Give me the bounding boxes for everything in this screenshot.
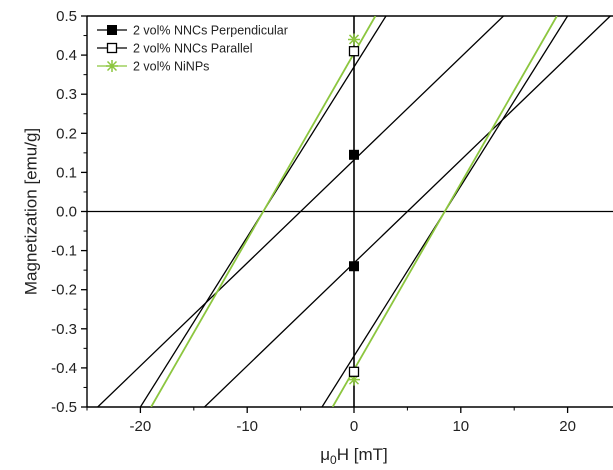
y-tick-label: 0.5 bbox=[56, 8, 77, 25]
y-axis-title: Magnetization [emu/g] bbox=[21, 128, 40, 295]
x-tick-label: -20 bbox=[130, 418, 152, 435]
y-tick-label: -0.4 bbox=[51, 360, 77, 377]
x-tick-label: 10 bbox=[452, 418, 469, 435]
data-point bbox=[350, 150, 359, 159]
data-point bbox=[350, 47, 359, 56]
data-point bbox=[108, 26, 117, 35]
legend-label: 2 vol% NiNPs bbox=[133, 60, 209, 74]
y-tick-label: 0.1 bbox=[56, 164, 77, 181]
y-tick-label: 0.4 bbox=[56, 47, 77, 64]
x-axis-title: μ0H [mT] bbox=[320, 445, 387, 467]
y-tick-label: 0.3 bbox=[56, 86, 77, 103]
legend: 2 vol% NNCs Perpendicular 2 vol% NNCs Par… bbox=[97, 24, 288, 74]
legend-label: 2 vol% NNCs Perpendicular bbox=[133, 24, 288, 38]
x-tick-label: -10 bbox=[236, 418, 258, 435]
y-tick-label: 0.2 bbox=[56, 125, 77, 142]
legend-label: 2 vol% NNCs Parallel bbox=[133, 42, 252, 56]
axis-ticks: -20 -10 0 10 20 -0.5 -0.4 -0.3 -0.2 -0.1 0.0 0.1 0.2… bbox=[51, 8, 576, 435]
data-point bbox=[348, 33, 360, 45]
data-point bbox=[350, 367, 359, 376]
y-tick-label: 0.0 bbox=[56, 204, 77, 221]
data-point bbox=[108, 44, 117, 53]
x-tick-label: 20 bbox=[559, 418, 576, 435]
y-tick-label: -0.5 bbox=[51, 399, 77, 416]
y-tick-label: -0.1 bbox=[51, 243, 77, 260]
data-point bbox=[106, 60, 118, 72]
y-tick-label: -0.3 bbox=[51, 321, 77, 338]
data-point bbox=[350, 262, 359, 271]
y-tick-label: -0.2 bbox=[51, 282, 77, 299]
x-tick-label: 0 bbox=[350, 418, 358, 435]
